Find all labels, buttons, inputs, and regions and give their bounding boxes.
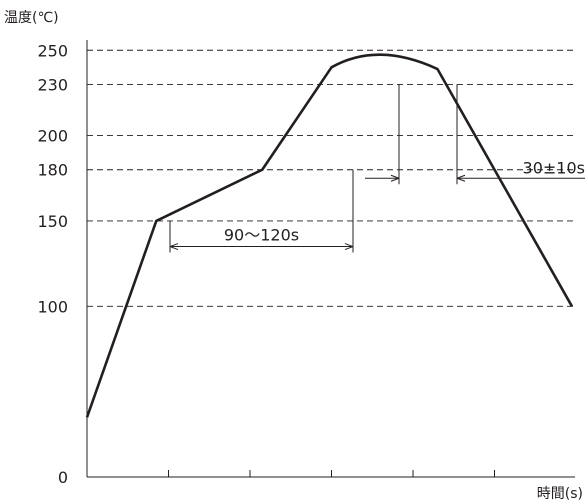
y-tick-label-250: 250: [37, 41, 68, 60]
y-tick-label-0: 0: [58, 468, 68, 487]
annotation-30-10s: 30±10s: [523, 158, 585, 177]
y-tick-label-150: 150: [37, 212, 68, 231]
arrow-left-30s: [390, 174, 400, 182]
y-tick-label-230: 230: [37, 75, 68, 94]
y-tick-label-100: 100: [37, 297, 68, 316]
arrow-left-90-120s: [169, 243, 179, 251]
y-tick-label-200: 200: [37, 127, 68, 146]
axes: [86, 40, 575, 478]
arrow-right-90-120s: [344, 243, 354, 251]
temperature-profile-line: [85, 53, 574, 418]
y-tick-label-180: 180: [37, 161, 68, 180]
y-tick-labels: 0 100 150 180 200 230 250: [37, 41, 68, 487]
x-ticks: [168, 470, 495, 477]
arrow-right-30s: [456, 174, 466, 182]
x-axis-label: 時間(s): [537, 486, 583, 502]
annotations: 90〜120s 30±10s: [169, 84, 585, 253]
gridlines: [87, 49, 575, 307]
annotation-90-120s: 90〜120s: [224, 226, 299, 245]
y-axis-label: 温度(℃): [4, 10, 59, 26]
